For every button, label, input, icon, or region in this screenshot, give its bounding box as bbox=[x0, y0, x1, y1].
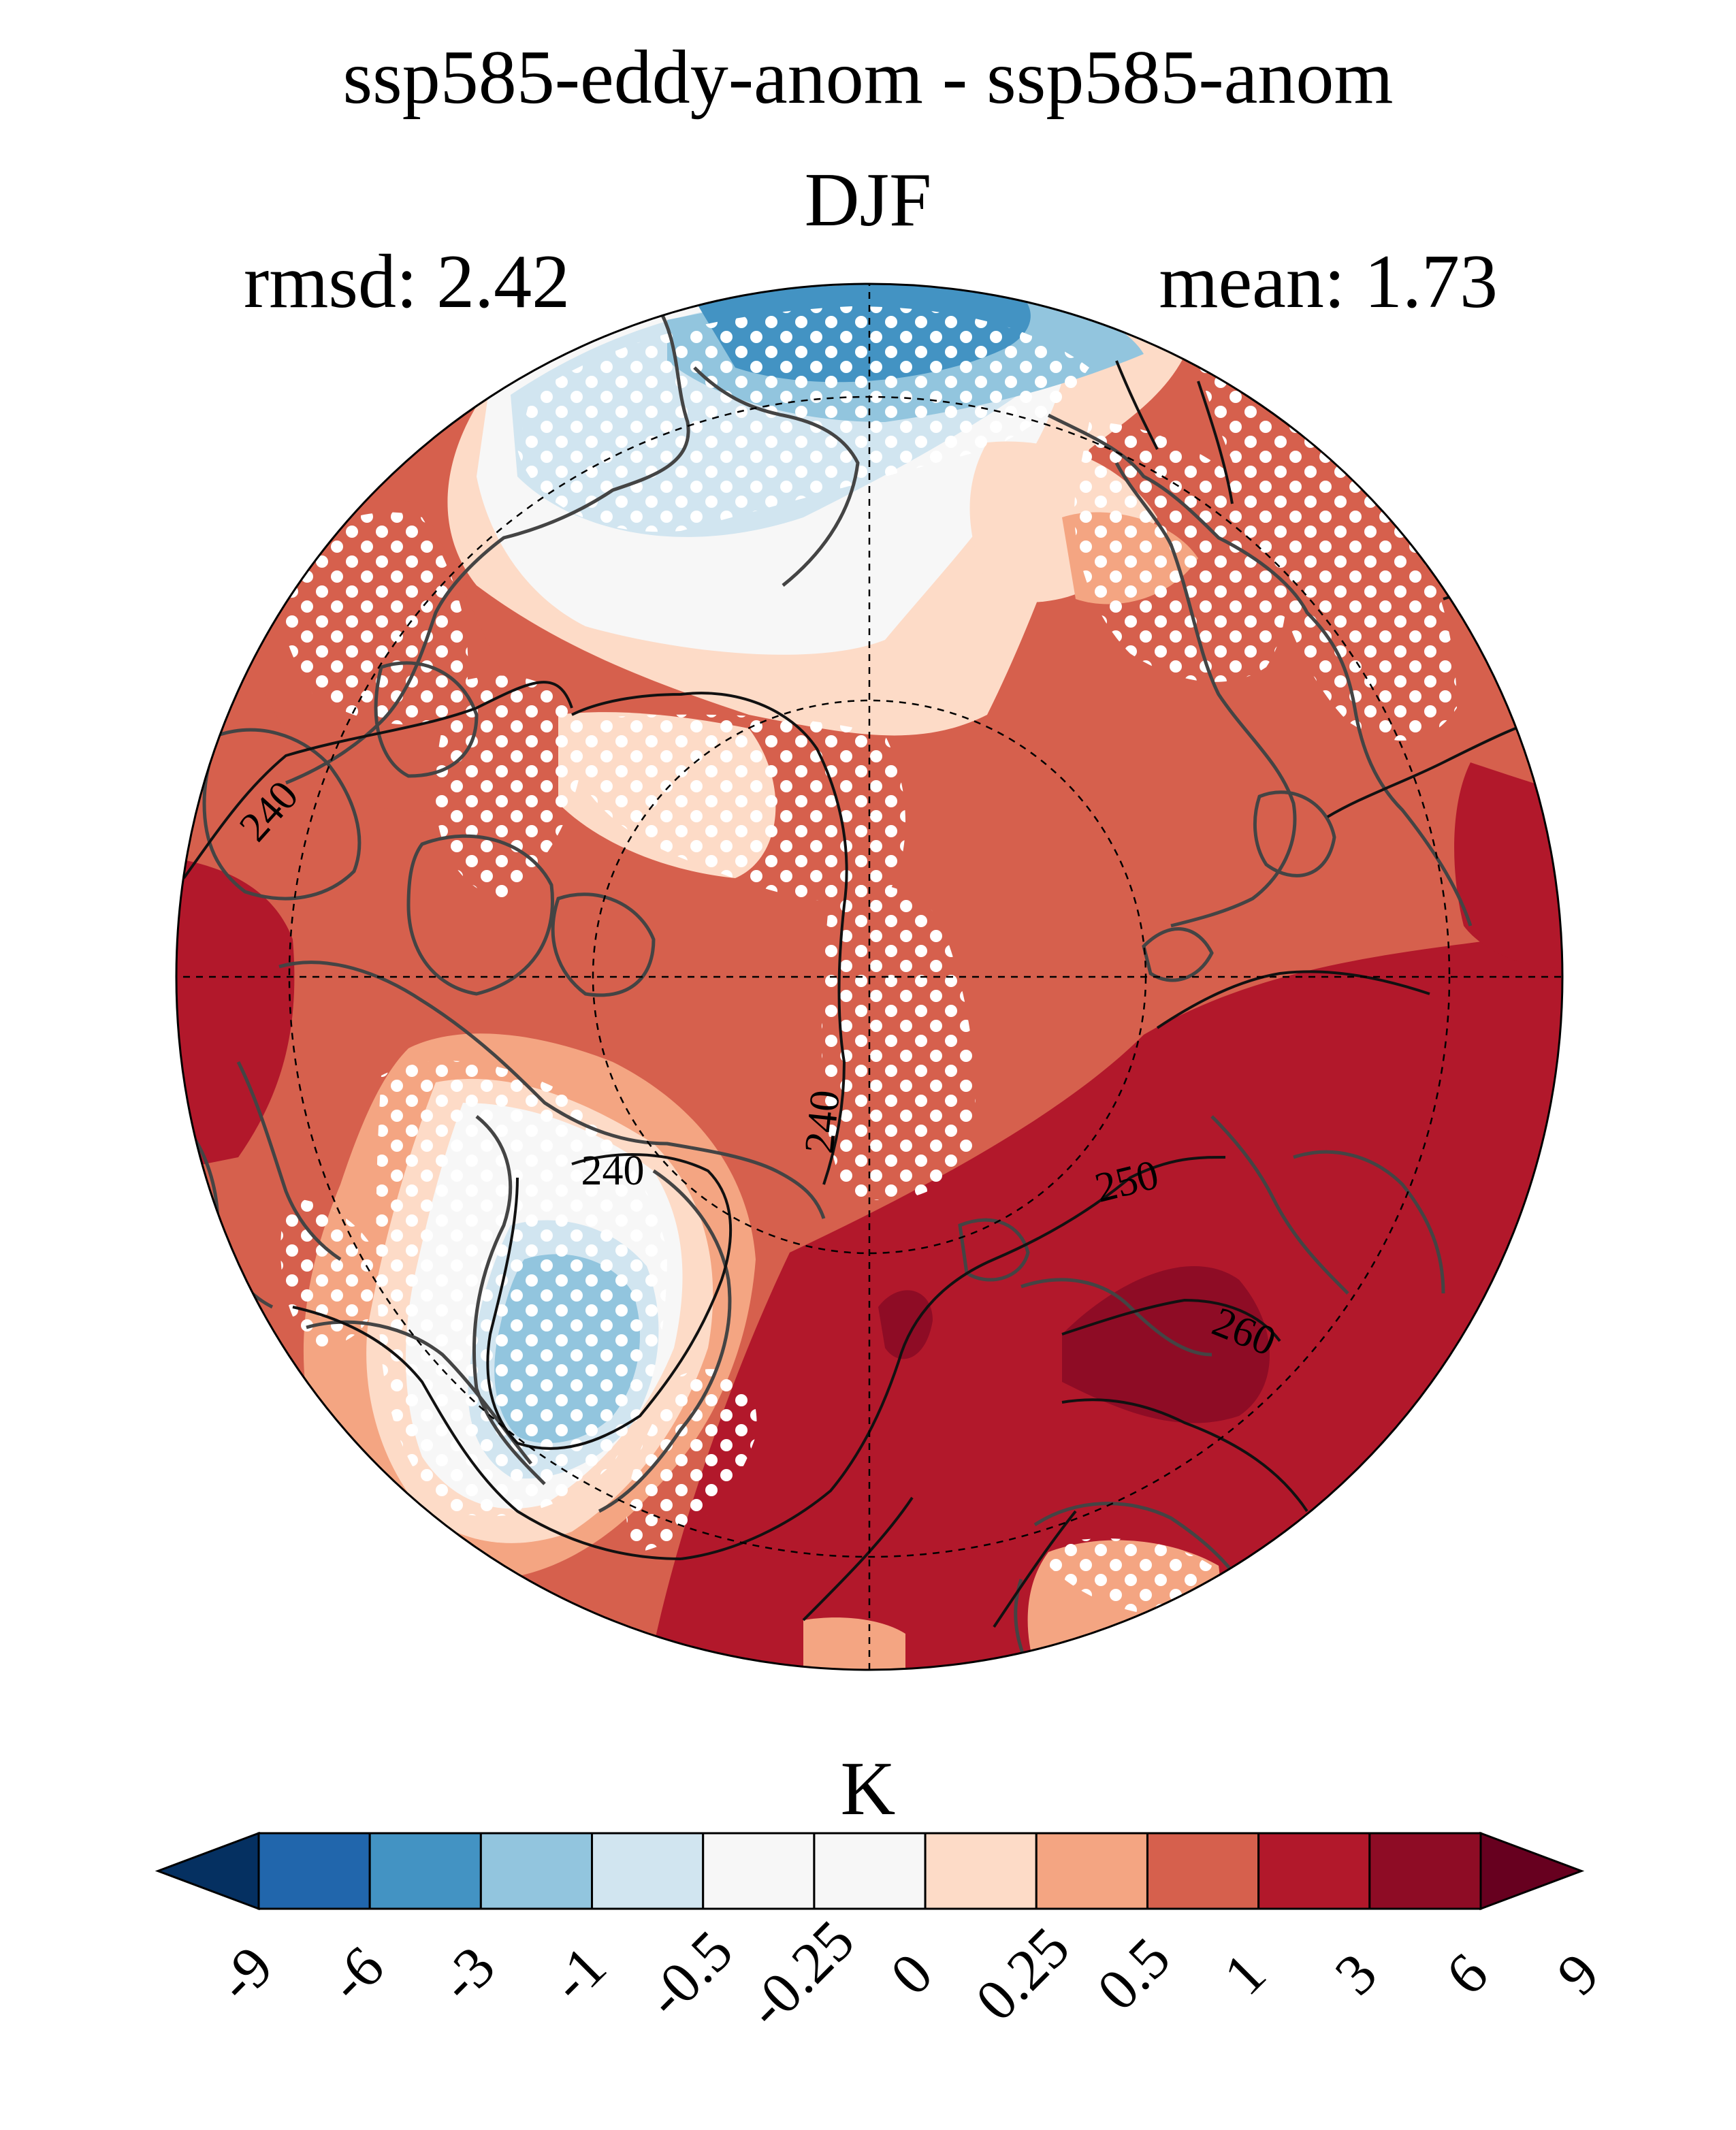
coastlines bbox=[176, 298, 1473, 1670]
colorbar-tick-label: 6 bbox=[1433, 1940, 1500, 2007]
colorbar-tick-label: -9 bbox=[204, 1933, 285, 2014]
colorbar-tick-label: 0.25 bbox=[963, 1914, 1082, 2033]
map-title: ssp585-eddy-anom - ssp585-anom bbox=[342, 35, 1394, 120]
colorbar-cell bbox=[1146, 1832, 1260, 1910]
anomaly-region-max-warm bbox=[1062, 1265, 1270, 1423]
colorbar-cell bbox=[257, 1832, 371, 1910]
season-label: DJF bbox=[804, 158, 932, 242]
anomaly-region-max-warm-small bbox=[878, 1290, 933, 1359]
colorbar-units: K bbox=[840, 1747, 896, 1831]
rmsd-label: rmsd: 2.42 bbox=[244, 240, 570, 324]
colorbar-tick-label: -1 bbox=[538, 1933, 619, 2014]
mean-label: mean: 1.73 bbox=[1159, 240, 1498, 324]
graticule bbox=[176, 284, 1562, 1670]
colorbar-tick-label: -3 bbox=[427, 1933, 508, 2014]
colorbar-tick-label: 3 bbox=[1322, 1940, 1389, 2007]
colorbar-cell bbox=[1257, 1832, 1371, 1910]
colorbar-extend-high bbox=[1479, 1831, 1585, 1911]
colorbar-tick-label: 0.5 bbox=[1084, 1925, 1183, 2023]
colorbar-cell bbox=[479, 1832, 594, 1910]
contour-label: 240 bbox=[796, 1088, 848, 1156]
colorbar-tick-label: 9 bbox=[1545, 1940, 1611, 2007]
colorbar-tick-label: -0.5 bbox=[633, 1918, 745, 2029]
colorbar-tick-label: 1 bbox=[1211, 1940, 1278, 2007]
colorbar-cell bbox=[1368, 1832, 1482, 1910]
colorbar-extend-low bbox=[155, 1831, 260, 1911]
temperature-contours bbox=[182, 360, 1562, 1628]
map-boundary bbox=[175, 283, 1564, 1671]
colorbar-cell bbox=[1035, 1832, 1148, 1910]
anomaly-region-strong-warm-west bbox=[176, 858, 295, 1171]
colorbar-tick-label: -0.25 bbox=[734, 1907, 867, 2040]
colorbar-cell bbox=[924, 1832, 1038, 1910]
colorbar-tick-label: -6 bbox=[315, 1933, 396, 2014]
contour-label: 240 bbox=[581, 1148, 645, 1194]
colorbar-tick-label: 0 bbox=[878, 1940, 944, 2007]
colorbar-cell bbox=[813, 1832, 927, 1910]
colorbar-cell bbox=[591, 1832, 705, 1910]
colorbar-cell bbox=[368, 1832, 482, 1910]
colorbar-cell bbox=[702, 1832, 816, 1910]
